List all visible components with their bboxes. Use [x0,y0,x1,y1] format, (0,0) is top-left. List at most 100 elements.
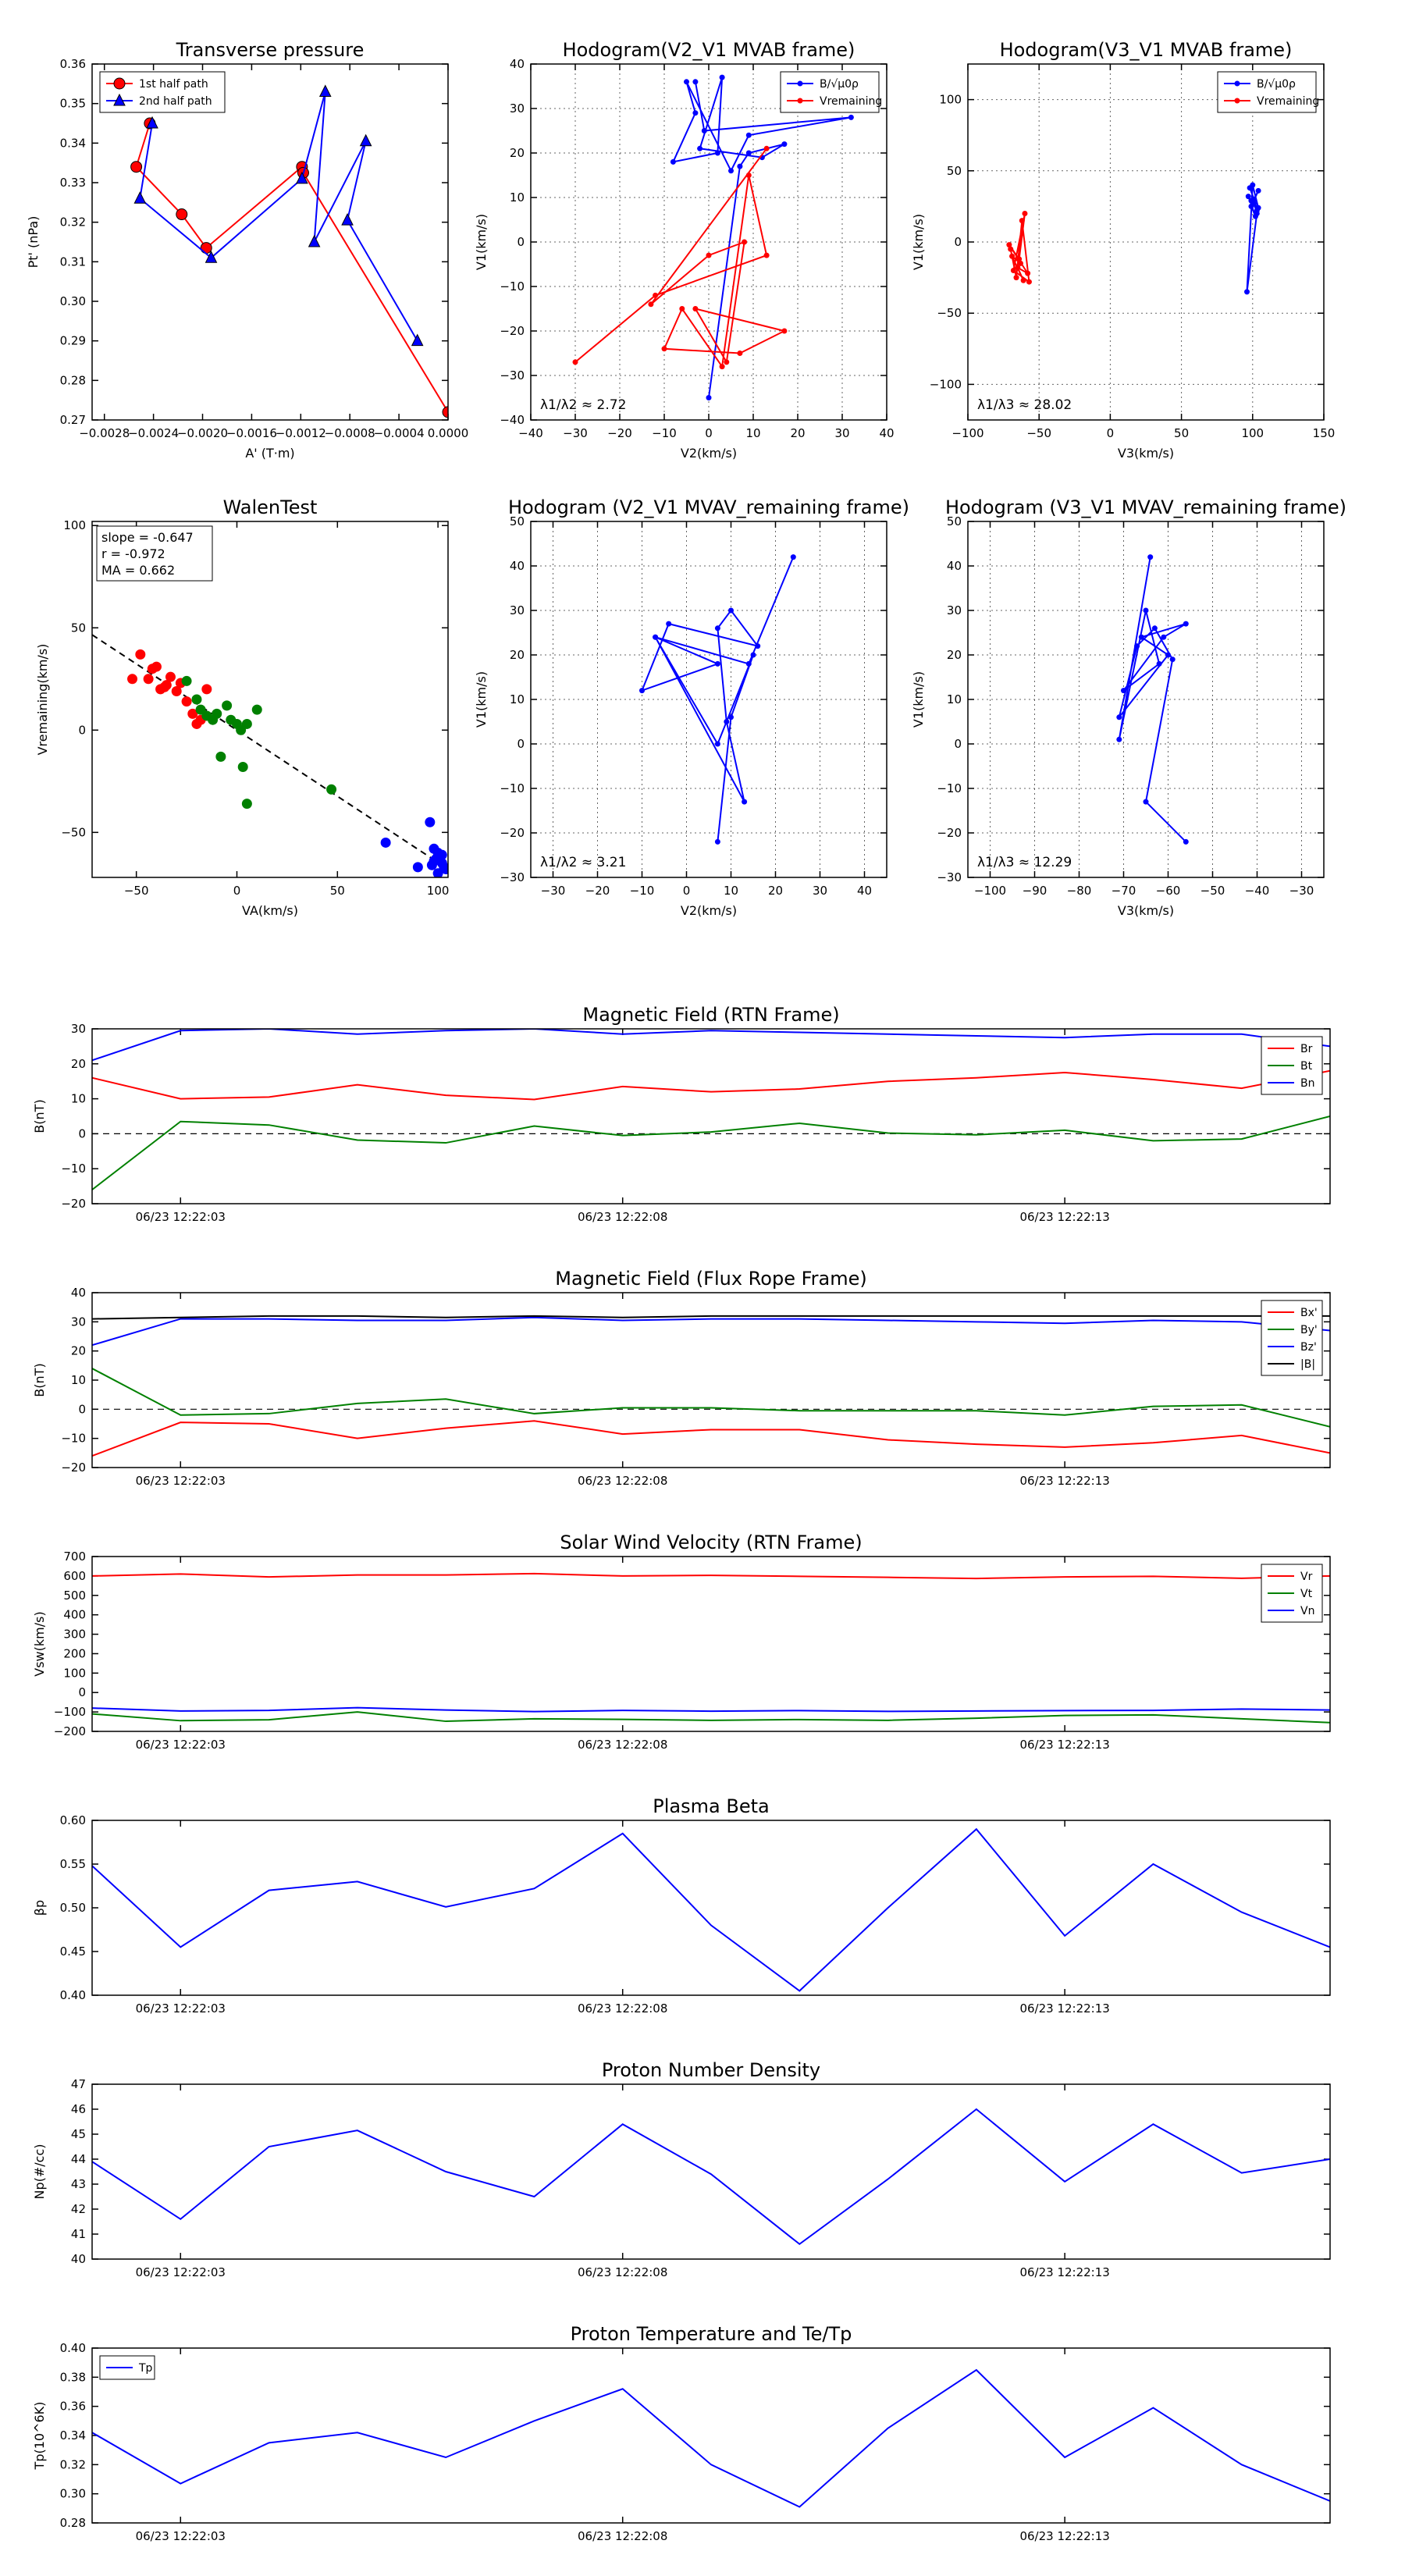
data-point [701,128,707,133]
y-axis-label: Np(#/cc) [32,2144,47,2200]
chart-title: Hodogram (V3_V1 MVAV_remaining frame) [945,496,1346,518]
x-tick-label: 10 [745,426,760,440]
data-point [127,674,138,685]
data-point [679,306,685,311]
y-axis-label: V1(km/s) [911,214,926,270]
y-tick-label: 46 [71,2102,86,2116]
y-tick-label: −100 [54,1705,86,1719]
data-point [251,704,262,715]
plot-border [967,63,1325,421]
data-point [745,150,752,156]
data-point [755,643,761,649]
x-tick-label: 20 [790,426,805,440]
data-point [429,856,439,866]
y-tick-label: 0.50 [60,1901,86,1915]
legend-label: Bx' [1300,1307,1318,1319]
data-point [1183,838,1189,845]
y-axis-label: Vsw(km/s) [32,1611,47,1676]
data-point [781,141,788,148]
data-point [728,607,734,614]
y-tick-label: 10 [71,1092,86,1106]
data-point [1008,246,1014,252]
data-point [1183,621,1189,627]
series-hodogram [1116,554,1189,845]
data-point [187,708,198,719]
chart-title: Magnetic Field (Flux Rope Frame) [555,1268,866,1290]
data-point [1165,652,1171,658]
chart-title: Hodogram(V3_V1 MVAB frame) [1000,39,1293,61]
y-tick-label: −20 [61,1461,86,1475]
y-tick-label: 0.35 [60,97,86,111]
data-point [1255,205,1261,211]
y-tick-label: 0 [78,1402,86,1416]
series-line-vn [92,1706,1330,1713]
y-tick-label: 20 [71,1057,86,1071]
stats-line: r = -0.972 [101,546,165,561]
plot-area [130,84,448,418]
series-line-br [92,1069,1330,1101]
chart-h4: −100 −90 −80 −70 −60 −50 −40 −30−30−20−10010203… [911,496,1346,918]
x-tick-label: 0 [233,884,241,898]
y-tick-label: 45 [71,2127,86,2141]
chart-walen: −50 0 50 100 −50 0 50 100 WalenTest VA(km/s) Vrema… [35,496,450,918]
y-tick-label: 40 [71,2252,86,2266]
ratio-annotation: λ1/λ2 ≈ 3.21 [540,855,626,870]
y-tick-label: 50 [510,514,525,528]
plot-border [91,2347,1331,2524]
y-tick-label: 40 [510,559,525,573]
plot-area [572,74,854,400]
data-point [113,77,126,90]
data-point [790,554,796,560]
y-tick-label: 500 [63,1589,86,1603]
y-tick-label: 0.40 [60,2341,86,2355]
data-point [1254,211,1260,217]
x-tick-label: −30 [541,884,566,898]
data-point [1147,554,1154,560]
x-tick-label: 06/23 12:22:08 [578,2265,667,2279]
legend-label: Vr [1300,1571,1313,1583]
y-tick-label: −40 [500,413,525,427]
series-line-vt [92,1711,1330,1724]
plot-border [91,1028,1331,1204]
data-point [432,868,443,877]
data-point [1156,660,1162,667]
data-point [442,406,448,418]
legend: 1st half path 2nd half path [99,71,226,113]
legend-label: Vremaining [1257,95,1319,108]
y-tick-label: −10 [937,781,962,795]
data-point [215,751,226,762]
y-tick-label: 50 [947,514,962,528]
data-point [653,634,659,640]
legend-box [780,71,880,113]
data-point [341,213,354,226]
data-point [436,849,447,860]
y-tick-label: 0.28 [60,2516,86,2530]
data-point [1234,98,1240,104]
data-point [706,395,712,400]
chart-h2: −100 −50 0 50 100 150 −100 −50 0 50 100 Hodogram(V3… [911,39,1335,461]
x-tick-label: 06/23 12:22:03 [136,1738,226,1752]
x-axis-label: V2(km/s) [681,446,737,461]
data-point [763,252,770,258]
data-point [212,708,222,719]
chart-title: Hodogram(V2_V1 MVAB frame) [563,39,855,61]
x-tick-label: 06/23 12:22:03 [136,1210,226,1224]
stats-line: slope = -0.647 [101,530,194,545]
data-point [130,161,143,173]
chart-title: Proton Number Density [602,2059,820,2081]
x-tick-label: 06/23 12:22:13 [1019,1210,1109,1224]
chart-tp_temp: 06/23 12:22:03 06/23 12:22:08 06/23 12:22:… [32,2323,1331,2543]
y-axis-label: Tp(10^6K) [32,2402,47,2471]
data-point [380,837,391,848]
y-axis-label: V1(km/s) [911,671,926,728]
stats-border [96,525,213,582]
y-axis-label: B(nT) [32,1363,47,1397]
y-tick-label: 30 [510,101,525,116]
data-point [848,114,854,120]
y-tick-label: 0.36 [60,2400,86,2414]
x-tick-label: 100 [427,884,450,898]
data-point [1013,275,1019,281]
y-tick-label: 20 [947,648,962,662]
y-tick-label: 0.55 [60,1857,86,1871]
y-tick-label: −200 [54,1724,86,1738]
